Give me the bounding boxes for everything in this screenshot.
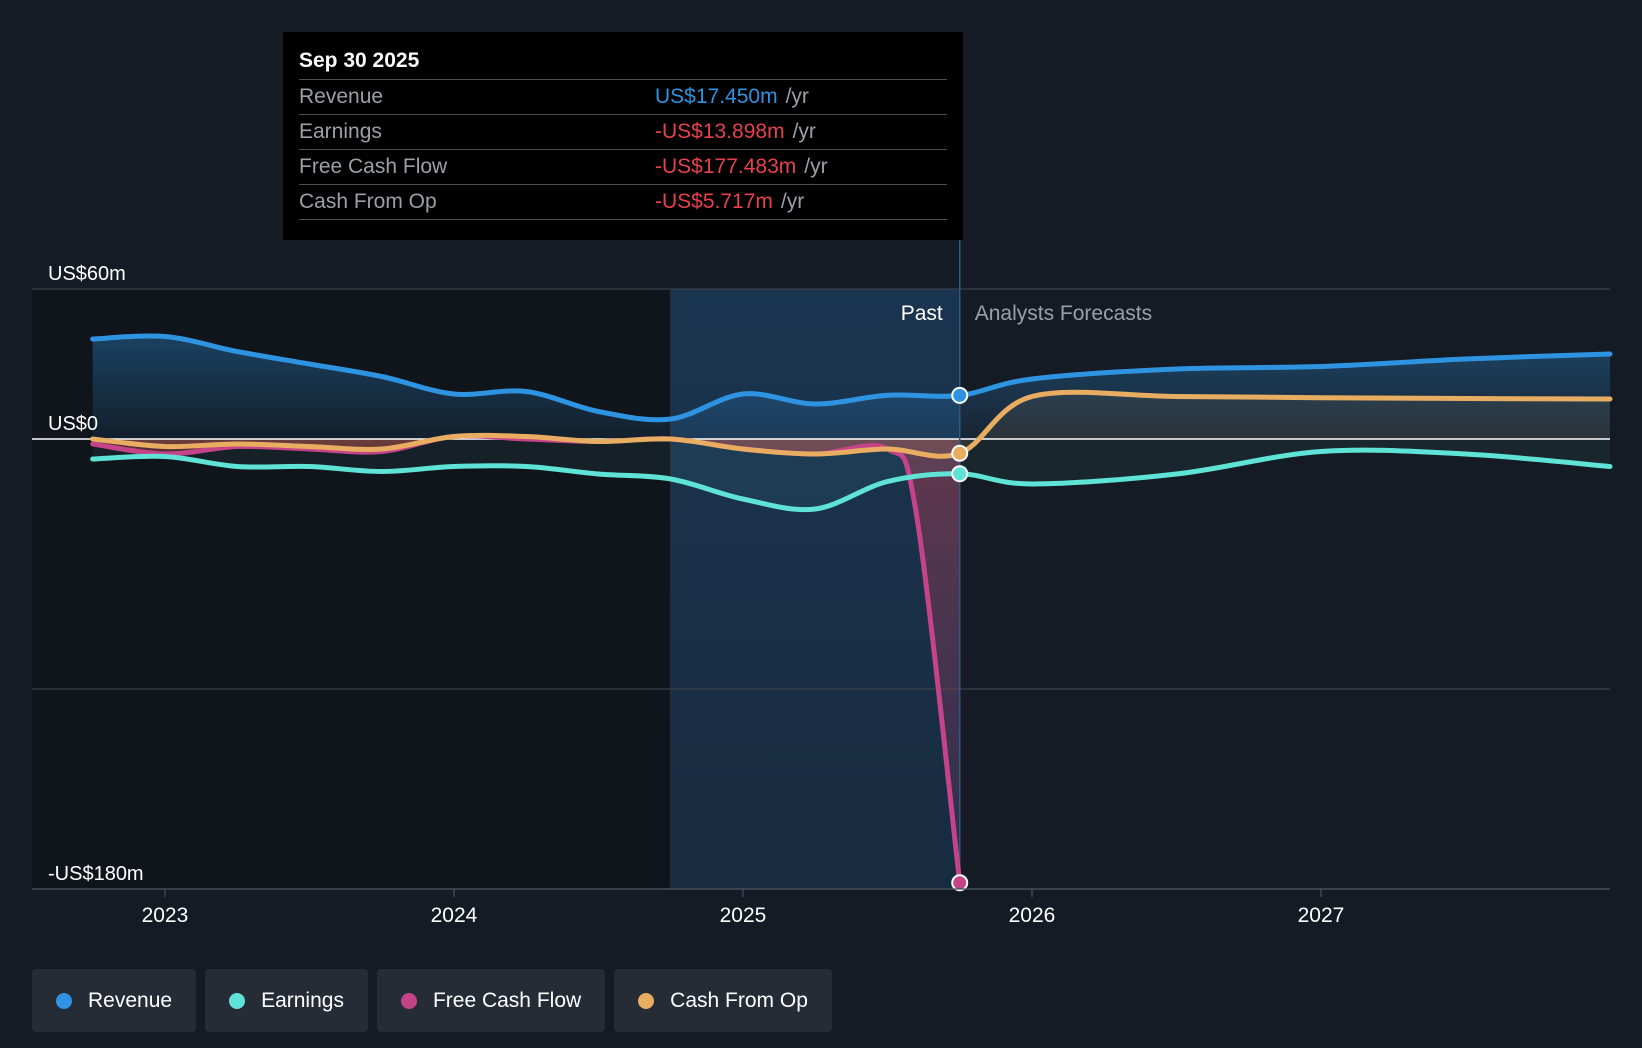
tooltip-unit: /yr <box>792 120 816 143</box>
tooltip-value: -US$177.483m <box>655 155 797 178</box>
legend-item-revenue[interactable]: Revenue <box>32 969 197 1032</box>
legend-label: Revenue <box>88 988 173 1012</box>
cash-from-op-dot-icon <box>638 992 655 1009</box>
x-tick-label: 2025 <box>720 904 767 927</box>
cash-from-op-marker <box>951 444 969 462</box>
cash-from-op-line <box>90 389 1613 459</box>
tooltip-row-cash-from-op: Cash From Op -US$5.717m /yr <box>299 184 947 220</box>
y-axis-labels: US$60m US$0 -US$180m <box>48 263 144 885</box>
legend-label: Free Cash Flow <box>432 988 582 1012</box>
tooltip-label: Revenue <box>299 85 384 108</box>
earnings-dot-icon <box>229 992 246 1009</box>
series-lines <box>90 333 1613 886</box>
free-cash-flow-dot-icon <box>400 992 417 1009</box>
past-highlight-region <box>670 289 960 889</box>
past-label: Past <box>901 302 943 325</box>
x-tick-label: 2024 <box>431 904 478 927</box>
tooltip-value: -US$13.898m <box>655 120 785 143</box>
y-tick-label: -US$180m <box>48 863 144 885</box>
tooltip-row-revenue: Revenue US$17.450m /yr <box>299 79 947 114</box>
legend-item-free-cash-flow[interactable]: Free Cash Flow <box>376 969 606 1032</box>
tooltip-row-free-cash-flow: Free Cash Flow -US$177.483m /yr <box>299 149 947 184</box>
revenue-line <box>90 333 1613 423</box>
tooltip-value: -US$5.717m <box>655 190 773 213</box>
revenue-dot-icon <box>56 992 72 1009</box>
earnings-line <box>90 447 1613 513</box>
y-tick-label: US$60m <box>48 263 126 285</box>
legend: Revenue Earnings Free Cash Flow Cash Fro… <box>32 969 832 1032</box>
legend-label: Cash From Op <box>670 988 808 1012</box>
revenue-area <box>92 335 1611 439</box>
earnings-area <box>92 439 1611 510</box>
tooltip-label: Earnings <box>299 120 382 143</box>
series-markers <box>951 386 969 892</box>
tooltip-value: US$17.450m <box>655 85 778 108</box>
x-axis-labels: 2023 2024 2025 2026 2027 <box>32 888 1610 927</box>
tooltip-row-earnings: Earnings -US$13.898m /yr <box>299 114 947 149</box>
tooltip-unit: /yr <box>785 85 809 108</box>
legend-item-cash-from-op[interactable]: Cash From Op <box>614 969 832 1032</box>
forecast-label: Analysts Forecasts <box>975 302 1152 325</box>
tooltip-unit: /yr <box>780 190 805 213</box>
revenue-marker <box>951 386 969 404</box>
x-tick-label: 2027 <box>1298 904 1345 927</box>
tooltip-label: Free Cash Flow <box>299 155 448 178</box>
tooltip-unit: /yr <box>804 155 828 178</box>
tooltip: Sep 30 2025 Revenue US$17.450m /yr Earni… <box>283 32 963 240</box>
tooltip-label: Cash From Op <box>299 190 437 213</box>
legend-label: Earnings <box>261 988 344 1012</box>
legend-item-earnings[interactable]: Earnings <box>205 969 368 1032</box>
x-tick-label: 2023 <box>142 904 189 927</box>
series-areas <box>92 335 1611 883</box>
x-tick-label: 2026 <box>1009 904 1056 927</box>
y-tick-label: US$0 <box>48 413 98 435</box>
free-cash-flow-marker <box>951 874 969 892</box>
earnings-marker <box>951 465 969 483</box>
tooltip-date: Sep 30 2025 <box>299 49 420 72</box>
